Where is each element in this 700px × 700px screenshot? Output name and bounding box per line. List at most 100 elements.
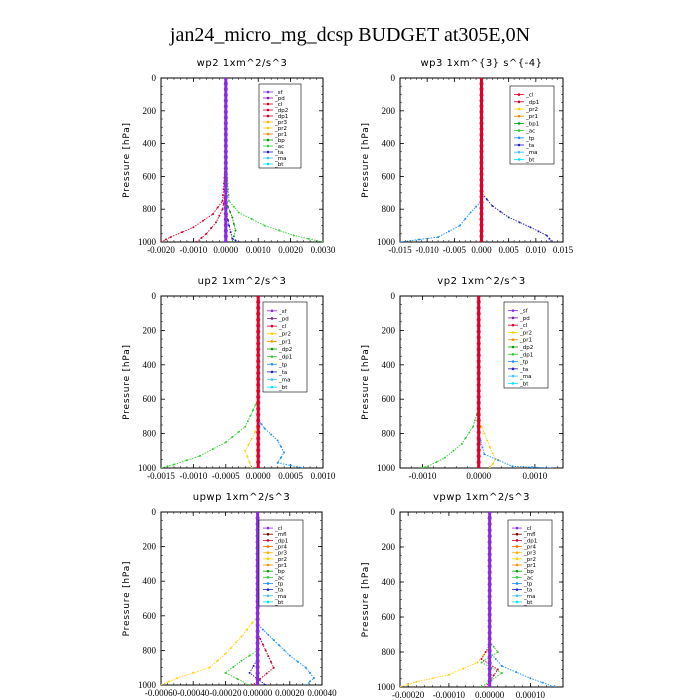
- series-marker: [479, 172, 484, 177]
- legend-marker: [270, 355, 274, 358]
- legend-label: _dp1: [523, 538, 537, 544]
- series-marker: [487, 570, 492, 575]
- series-marker: [255, 521, 260, 526]
- y-tick-label: 1000: [138, 680, 157, 690]
- series-marker: [499, 210, 502, 213]
- series-marker: [252, 409, 255, 412]
- series-marker: [248, 671, 251, 674]
- legend-marker: [515, 563, 519, 567]
- series-marker: [476, 341, 481, 346]
- series-marker: [479, 87, 484, 92]
- legend-marker: [511, 309, 515, 312]
- legend-marker: [517, 143, 521, 147]
- y-tick-label: 0: [391, 291, 396, 301]
- series-marker: [224, 652, 227, 655]
- x-tick-label: 0.00040: [307, 688, 337, 698]
- legend-label: _ma: [525, 150, 537, 156]
- x-tick-label: 0.0005: [278, 471, 303, 481]
- legend-label: _cl: [274, 102, 283, 108]
- series-marker: [479, 138, 484, 143]
- legend-marker: [270, 324, 274, 328]
- series-marker: [531, 466, 534, 468]
- series-marker: [476, 388, 481, 393]
- legend-label: _pd: [274, 96, 285, 102]
- series-marker: [229, 231, 232, 234]
- legend-label: _tp: [525, 136, 535, 142]
- legend-label: _ac: [274, 144, 284, 150]
- legend-marker: [517, 93, 521, 96]
- series-marker: [487, 546, 492, 551]
- legend-label: _sf: [278, 309, 288, 315]
- panel-title: wp3 1xm^{3} s^{-4}: [420, 58, 542, 69]
- legend-marker: [517, 136, 521, 140]
- y-tick-label: 1000: [377, 237, 396, 247]
- legend-box: [509, 85, 555, 165]
- series-marker: [223, 234, 228, 239]
- legend-label: _cl: [525, 93, 534, 99]
- series-marker: [181, 231, 184, 234]
- series-marker: [172, 463, 175, 466]
- y-tick-label: 200: [143, 542, 157, 552]
- series-marker: [232, 205, 235, 208]
- legend-label: _pr3: [274, 120, 288, 126]
- series-marker: [447, 230, 450, 233]
- y-tick-label: 200: [143, 106, 157, 116]
- series-marker: [192, 671, 195, 674]
- series-marker: [234, 229, 237, 232]
- series-marker: [222, 188, 225, 191]
- x-tick-label: 0.00010: [516, 690, 546, 700]
- series-marker: [424, 466, 427, 468]
- legend-marker: [515, 545, 519, 548]
- panel-title: upwp 1xm^2/s^3: [193, 492, 290, 503]
- series-marker: [227, 194, 230, 197]
- series-marker: [244, 449, 247, 452]
- series-marker: [256, 305, 261, 310]
- series-marker: [418, 238, 421, 241]
- y-tick-label: 800: [382, 204, 396, 214]
- series-marker: [484, 686, 487, 687]
- series-marker: [479, 189, 484, 194]
- series-marker: [491, 452, 494, 455]
- y-axis-label: Pressure [hPa]: [122, 344, 132, 420]
- series-marker: [255, 647, 260, 652]
- series-marker: [278, 229, 281, 232]
- legend-box: [503, 301, 549, 389]
- series-marker: [479, 143, 484, 148]
- legend-marker: [517, 122, 521, 125]
- series-marker: [256, 365, 261, 370]
- series-marker: [256, 371, 261, 376]
- legend-marker: [270, 347, 274, 351]
- legend-marker: [511, 323, 515, 327]
- series-marker: [161, 684, 162, 685]
- legend-label: _cl: [523, 526, 532, 532]
- legend-label: _pr1: [278, 339, 291, 345]
- series-marker: [479, 126, 484, 131]
- legend-marker: [270, 378, 274, 381]
- series-marker: [227, 188, 230, 191]
- series-marker: [192, 226, 195, 229]
- series-marker: [308, 680, 311, 683]
- series-marker: [255, 557, 260, 562]
- series-marker: [202, 219, 205, 222]
- series-marker: [221, 200, 224, 202]
- legend-marker: [270, 309, 274, 313]
- series-marker: [487, 624, 492, 629]
- series-marker: [263, 427, 266, 430]
- legend-label: _sf: [519, 309, 529, 315]
- legend-label: _dp2: [274, 108, 288, 114]
- series-marker: [492, 645, 495, 648]
- legend: _sf_pd _cl _pr2_pr1 _dp2 _dp1_tp _ta _ma_bt: [262, 301, 308, 393]
- series-marker: [267, 633, 270, 636]
- x-tick-label: -0.00060: [145, 688, 178, 698]
- series-marker: [161, 241, 162, 242]
- legend-marker: [515, 551, 519, 554]
- legend-label: _pr3: [523, 551, 537, 557]
- x-tick-label: 0.000: [471, 245, 492, 255]
- series-marker: [487, 678, 492, 683]
- series-marker: [228, 224, 231, 227]
- series-marker: [487, 534, 492, 539]
- series-marker: [223, 217, 228, 222]
- series-group: [161, 512, 315, 685]
- series-marker: [480, 661, 483, 664]
- series-marker: [483, 432, 486, 435]
